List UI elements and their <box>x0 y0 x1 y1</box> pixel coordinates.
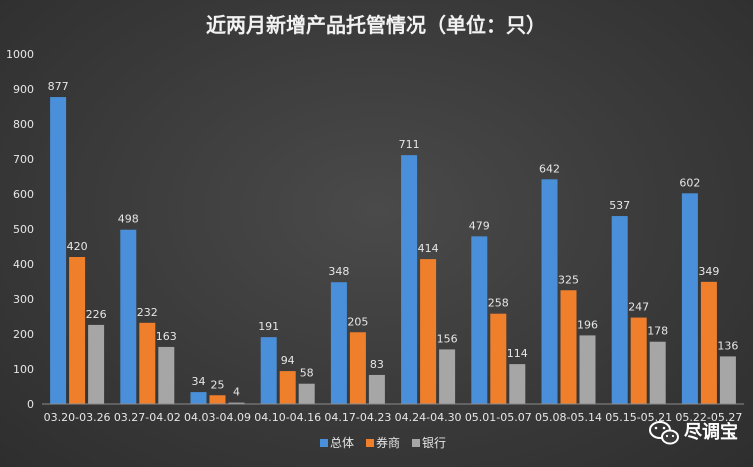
x-tick-label: 05.08-05.14 <box>535 411 602 424</box>
bars-group: 877 498 34 191 348 711 479 642 537 602 420 232 25 94 2… <box>48 80 738 405</box>
bar-银行-03.20-03.26 <box>88 324 105 404</box>
y-tick-label: 0 <box>27 398 34 411</box>
data-label: 196 <box>577 318 598 331</box>
y-axis: 0 100 200 300 400 500 600 700 800 900 1000 <box>6 48 34 411</box>
y-tick-label: 900 <box>13 83 34 96</box>
x-axis: 03.20-03.26 03.27-04.02 04.03-04.09 04.10-0… <box>42 403 744 424</box>
bar-总体-04.17-04.23 <box>330 282 347 404</box>
x-tick-label: 05.01-05.07 <box>465 411 532 424</box>
data-label: 325 <box>558 273 579 286</box>
y-tick-label: 600 <box>13 188 34 201</box>
data-label: 25 <box>211 378 225 391</box>
data-label: 420 <box>67 240 88 253</box>
bar-银行-04.17-04.23 <box>368 374 385 404</box>
x-tick-label: 04.24-04.30 <box>395 411 462 424</box>
bar-券商-05.15-05.21 <box>630 317 647 404</box>
bar-银行-04.24-04.30 <box>439 349 456 404</box>
bar-银行-05.08-05.14 <box>579 335 596 404</box>
data-label: 348 <box>328 265 349 278</box>
data-label: 94 <box>281 354 295 367</box>
x-tick-label: 05.15-05.21 <box>605 411 672 424</box>
x-tick-label: 04.17-04.23 <box>324 411 391 424</box>
bar-总体-03.20-03.26 <box>50 97 67 405</box>
bar-总体-05.01-05.07 <box>471 236 488 404</box>
bar-总体-05.08-05.14 <box>541 179 558 404</box>
bar-总体-05.15-05.21 <box>611 216 628 404</box>
legend-swatch <box>412 439 420 447</box>
bar-总体-05.22-05.27 <box>681 193 698 404</box>
data-label: 34 <box>192 375 206 388</box>
data-label: 178 <box>647 325 668 338</box>
x-tick-label: 03.20-03.26 <box>44 411 111 424</box>
bar-银行-04.10-04.16 <box>298 383 315 404</box>
bar-券商-03.20-03.26 <box>69 257 86 404</box>
bar-券商-04.03-04.09 <box>209 395 226 404</box>
x-tick-label: 04.03-04.09 <box>184 411 251 424</box>
x-tick-label: 05.22-05.27 <box>675 411 742 424</box>
y-tick-label: 100 <box>13 363 34 376</box>
data-label: 156 <box>437 332 458 345</box>
y-tick-label: 800 <box>13 118 34 131</box>
data-label: 232 <box>137 306 158 319</box>
bar-券商-03.27-04.02 <box>139 322 156 404</box>
data-label: 642 <box>539 162 560 175</box>
bar-券商-05.01-05.07 <box>490 313 507 404</box>
bar-总体-04.03-04.09 <box>190 392 207 404</box>
watermark: 尽调宝 <box>649 421 738 445</box>
data-label: 537 <box>609 199 630 212</box>
bar-银行-05.15-05.21 <box>649 341 666 404</box>
data-label: 83 <box>370 358 384 371</box>
data-label: 136 <box>717 339 738 352</box>
bar-券商-04.24-04.30 <box>420 259 437 404</box>
watermark-text: 尽调宝 <box>684 421 738 443</box>
data-label: 191 <box>258 320 279 333</box>
legend-label: 银行 <box>422 436 446 450</box>
data-label: 877 <box>48 80 69 93</box>
y-tick-label: 1000 <box>6 48 34 61</box>
data-label: 258 <box>488 297 509 310</box>
bar-总体-03.27-04.02 <box>120 229 137 404</box>
y-tick-label: 200 <box>13 328 34 341</box>
wechat-icon <box>649 421 679 445</box>
x-tick-label: 04.10-04.16 <box>254 411 321 424</box>
bar-银行-05.01-05.07 <box>509 364 526 404</box>
data-label: 205 <box>347 315 368 328</box>
data-label: 498 <box>118 213 139 226</box>
data-label: 711 <box>399 138 420 151</box>
bar-银行-04.03-04.09 <box>228 402 245 404</box>
bar-券商-05.22-05.27 <box>700 281 717 404</box>
y-tick-label: 500 <box>13 223 34 236</box>
data-label: 247 <box>628 301 649 314</box>
y-tick-label: 700 <box>13 153 34 166</box>
legend-label: 券商 <box>376 435 400 450</box>
chart-title: 近两月新增产品托管情况（单位：只） <box>206 13 546 37</box>
bar-总体-04.24-04.30 <box>401 155 418 404</box>
data-label: 163 <box>156 330 177 343</box>
data-label: 414 <box>418 242 439 255</box>
x-tick-label: 03.27-04.02 <box>114 411 181 424</box>
data-label: 349 <box>698 265 719 278</box>
legend-swatch <box>366 439 374 447</box>
legend-swatch <box>320 439 328 447</box>
bar-券商-04.17-04.23 <box>349 332 366 404</box>
bar-总体-04.10-04.16 <box>260 337 277 404</box>
bar-银行-03.27-04.02 <box>158 346 175 404</box>
data-label: 114 <box>507 347 528 360</box>
bar-券商-05.08-05.14 <box>560 290 577 404</box>
data-label: 226 <box>86 308 107 321</box>
data-label: 58 <box>300 367 314 380</box>
legend: 总体 券商 银行 <box>320 435 446 450</box>
legend-label: 总体 <box>330 436 354 450</box>
bar-银行-05.22-05.27 <box>719 356 736 404</box>
data-label: 602 <box>679 176 700 189</box>
y-tick-label: 300 <box>13 293 34 306</box>
data-label: 4 <box>233 386 240 399</box>
bar-券商-04.10-04.16 <box>279 371 296 404</box>
y-tick-label: 400 <box>13 258 34 271</box>
data-label: 479 <box>469 219 490 232</box>
